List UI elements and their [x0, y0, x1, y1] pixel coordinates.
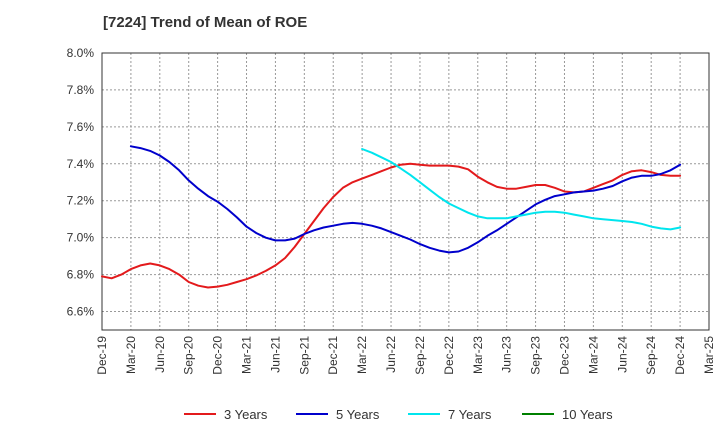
y-tick-label: 6.6% — [67, 305, 95, 319]
y-tick-label: 7.4% — [67, 157, 95, 171]
y-tick-label: 8.0% — [67, 46, 95, 60]
grid — [102, 52, 709, 330]
y-tick-label: 6.8% — [67, 268, 95, 282]
x-tick-label: Mar-24 — [586, 336, 600, 374]
x-tick-label: Dec-19 — [95, 336, 109, 375]
chart-title: [7224] Trend of Mean of ROE — [103, 14, 308, 31]
x-tick-label: Mar-22 — [355, 336, 369, 374]
x-tick-label: Dec-21 — [326, 336, 340, 375]
x-tick-label: Dec-23 — [557, 336, 571, 375]
x-axis: Dec-19 Mar-20 Jun-20 Sep-20 Dec-20 Mar-21 Jun-… — [95, 336, 716, 375]
legend-label-3-years: 3 Years — [224, 407, 268, 422]
legend-label-5-years: 5 Years — [336, 407, 380, 422]
series-line-5-years — [129, 145, 682, 254]
series-line-7-years — [361, 148, 682, 231]
x-tick-label: Mar-23 — [471, 336, 485, 374]
legend-label-7-years: 7 Years — [448, 407, 492, 422]
x-tick-label: Dec-24 — [673, 336, 687, 375]
x-tick-label: Sep-21 — [297, 336, 311, 375]
legend-label-10-years: 10 Years — [562, 407, 613, 422]
x-tick-label: Sep-23 — [529, 336, 543, 375]
x-tick-label: Sep-24 — [644, 336, 658, 375]
y-tick-label: 7.0% — [67, 231, 95, 245]
x-tick-label: Mar-20 — [124, 336, 138, 374]
x-tick-label: Dec-20 — [211, 336, 225, 375]
x-tick-label: Jun-23 — [500, 336, 514, 373]
x-tick-label: Mar-21 — [240, 336, 254, 374]
x-tick-label: Sep-20 — [182, 336, 196, 375]
x-tick-label: Jun-24 — [615, 336, 629, 373]
x-tick-label: Jun-22 — [384, 336, 398, 373]
y-tick-label: 7.6% — [67, 120, 95, 134]
x-tick-label: Jun-21 — [268, 336, 282, 373]
y-tick-label: 7.2% — [67, 194, 95, 208]
legend: 3 Years 5 Years 7 Years 10 Years — [184, 407, 613, 422]
y-axis: 6.6% 6.8% 7.0% 7.2% 7.4% 7.6% 7.8% 8.0% — [67, 46, 95, 319]
y-tick-label: 7.8% — [67, 83, 95, 97]
x-tick-label: Mar-25 — [702, 336, 716, 374]
x-tick-label: Dec-22 — [442, 336, 456, 375]
x-tick-label: Sep-22 — [413, 336, 427, 375]
x-tick-label: Jun-20 — [153, 336, 167, 373]
series-layer — [101, 145, 682, 289]
plot-area — [101, 52, 710, 331]
